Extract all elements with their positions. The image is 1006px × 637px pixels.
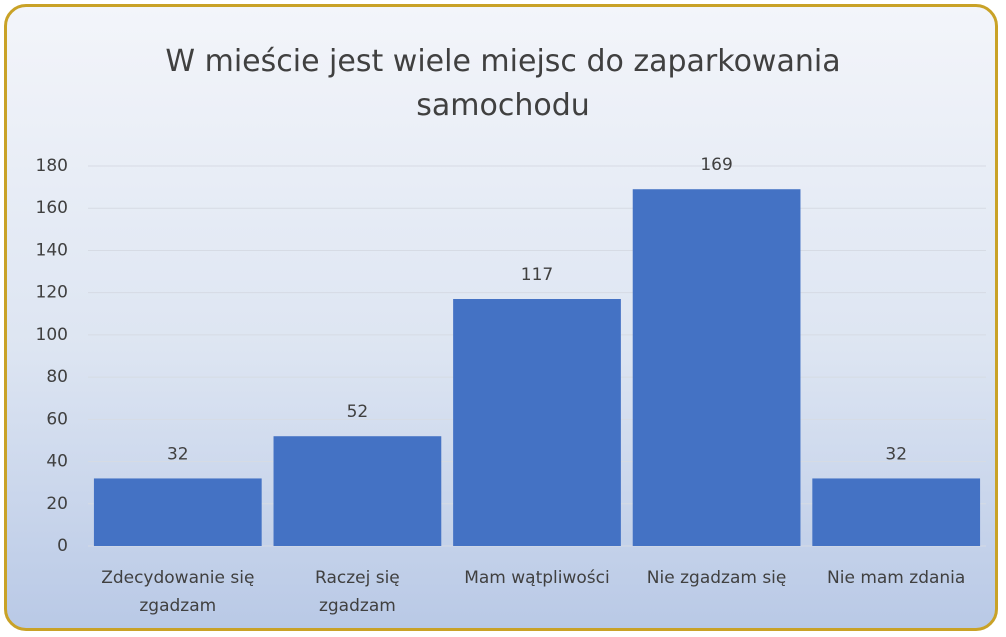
data-label: 169	[700, 155, 732, 175]
bar	[273, 436, 442, 546]
x-tick-label: Nie mam zdania	[827, 568, 966, 588]
y-tick-label: 140	[36, 240, 68, 260]
bar	[632, 189, 801, 546]
y-tick-label: 60	[46, 409, 68, 429]
y-tick-label: 100	[36, 325, 68, 345]
bar	[812, 478, 981, 546]
x-tick-label: Raczej się zgadzam	[315, 568, 400, 616]
y-tick-label: 20	[46, 494, 68, 514]
y-tick-label: 40	[46, 452, 68, 472]
y-tick-label: 180	[36, 156, 68, 176]
y-tick-label: 160	[36, 198, 68, 218]
data-label: 32	[167, 444, 189, 464]
x-tick-label: Mam wątpliwości	[464, 568, 610, 588]
y-tick-label: 80	[46, 367, 68, 387]
y-tick-label: 120	[36, 283, 68, 303]
x-tick-label: Nie zgadzam się	[646, 568, 787, 588]
data-label: 32	[885, 444, 907, 464]
y-tick-label: 0	[57, 536, 68, 556]
chart-title: W mieście jest wiele miejsc do zaparkowa…	[165, 44, 841, 123]
bar	[93, 478, 262, 546]
bar	[453, 299, 621, 546]
data-label: 117	[521, 265, 553, 285]
x-tick-label: Zdecydowanie się zgadzam	[101, 568, 255, 616]
data-label: 52	[347, 402, 369, 422]
